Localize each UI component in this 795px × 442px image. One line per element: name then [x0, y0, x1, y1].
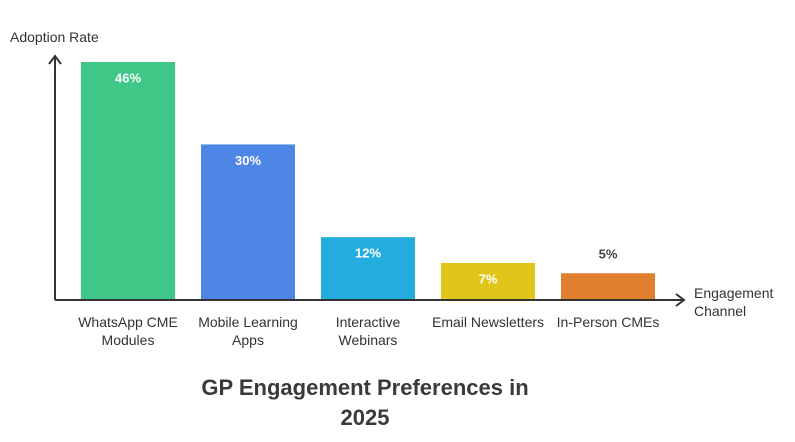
x-tick-label: In-Person CMEs	[556, 314, 660, 330]
bar	[81, 62, 175, 299]
value-label: 12%	[355, 246, 381, 261]
bar	[561, 273, 655, 299]
chart-title: GP Engagement Preferences in 2025	[201, 375, 529, 430]
x-axis	[55, 293, 686, 307]
value-label: 46%	[115, 70, 141, 85]
x-axis-label: Engagement Channel	[694, 285, 774, 319]
x-tick-label: Email Newsletters	[431, 314, 545, 330]
bar	[201, 144, 295, 299]
x-tick-label: WhatsApp CME Modules	[78, 314, 178, 348]
x-tick-label: Mobile Learning Apps	[198, 314, 298, 348]
x-tick-label: Interactive Webinars	[335, 314, 401, 348]
y-axis-label: Adoption Rate	[10, 29, 99, 45]
value-label: 7%	[479, 271, 498, 286]
bar	[321, 237, 415, 299]
y-axis	[48, 54, 62, 300]
value-label: 30%	[235, 153, 261, 168]
bar	[441, 262, 535, 299]
value-label: 5%	[599, 247, 618, 262]
